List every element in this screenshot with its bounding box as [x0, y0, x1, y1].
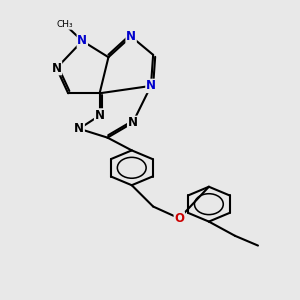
Text: N: N [146, 80, 156, 92]
Text: N: N [94, 109, 105, 122]
Text: CH₃: CH₃ [57, 20, 73, 29]
Text: O: O [174, 212, 184, 225]
Text: N: N [52, 61, 61, 75]
Text: N: N [126, 30, 136, 43]
Text: N: N [128, 116, 138, 129]
Text: N: N [77, 34, 87, 47]
Text: N: N [74, 122, 84, 135]
